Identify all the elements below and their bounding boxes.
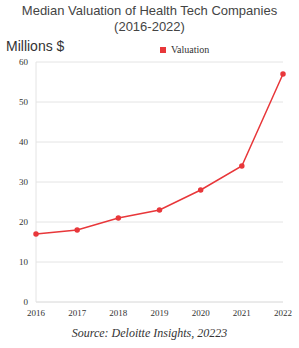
svg-text:40: 40 (19, 137, 29, 147)
svg-text:2018: 2018 (109, 308, 128, 318)
svg-text:20: 20 (19, 217, 29, 227)
svg-text:10: 10 (19, 257, 29, 267)
svg-text:50: 50 (19, 97, 29, 107)
html-text:Source: Deloitte Insights, 202: Source: Deloitte Insights, 20223 (71, 326, 228, 340)
svg-text:0: 0 (24, 297, 29, 307)
svg-text:2022: 2022 (274, 308, 291, 318)
html-text:Median Valuation of Health Tec: Median Valuation of Health Tech Companie… (21, 3, 278, 34)
html-text:Valuation: Valuation (171, 44, 210, 55)
svg-text:2021: 2021 (233, 308, 251, 318)
html-text:Millions $: Millions $ (6, 38, 65, 54)
svg-text:60: 60 (19, 57, 29, 67)
svg-text:2020: 2020 (192, 308, 211, 318)
svg-text:2016: 2016 (27, 308, 46, 318)
svg-text:2017: 2017 (68, 308, 87, 318)
svg-text:2019: 2019 (151, 308, 170, 318)
svg-text:30: 30 (19, 177, 29, 187)
